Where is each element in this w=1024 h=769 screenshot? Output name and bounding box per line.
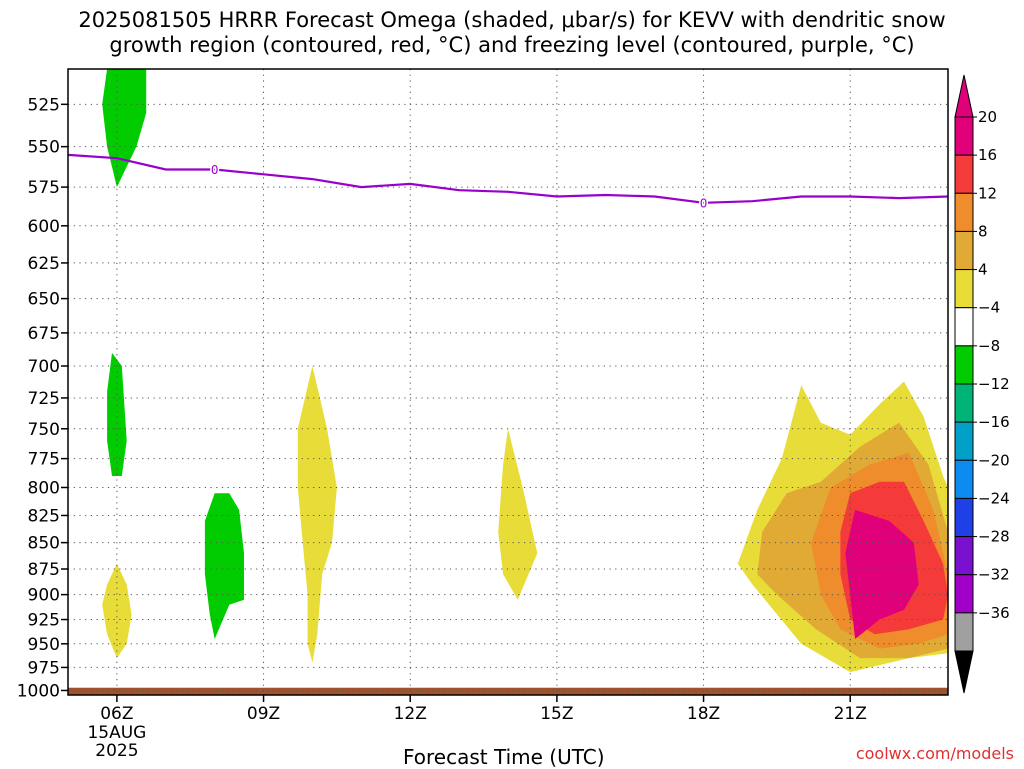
x-tick-label-18Z: 18Z bbox=[687, 704, 720, 724]
grid bbox=[68, 69, 948, 695]
y-tick-label-575: 575 bbox=[28, 178, 60, 198]
colorbar-label-2: 12 bbox=[978, 184, 997, 202]
y-tick-label-800: 800 bbox=[28, 478, 60, 498]
omega-region-green-2 bbox=[204, 493, 244, 639]
omega-region-yellow-5 bbox=[498, 428, 538, 600]
colorbar-label-7: −12 bbox=[978, 375, 1010, 393]
y-tick-label-1000: 1000 bbox=[17, 681, 60, 701]
y-tick-label-550: 550 bbox=[28, 138, 60, 158]
y-tick-label-875: 875 bbox=[28, 560, 60, 580]
colorbar-band-9 bbox=[954, 459, 974, 499]
colorbar-label-13: −36 bbox=[978, 604, 1010, 622]
x-date-label-1: 2025 bbox=[95, 741, 138, 761]
title-line-1: 2025081505 HRRR Forecast Omega (shaded, … bbox=[78, 8, 946, 32]
colorbar-label-8: −16 bbox=[978, 413, 1010, 431]
y-tick-label-775: 775 bbox=[28, 450, 60, 470]
colorbar-band-11 bbox=[954, 536, 974, 576]
y-tick-label-950: 950 bbox=[28, 635, 60, 655]
y-tick-label-975: 975 bbox=[28, 658, 60, 678]
colorbar-band-1 bbox=[954, 154, 974, 194]
y-tick-label-675: 675 bbox=[28, 324, 60, 344]
x-axis-label: Forecast Time (UTC) bbox=[403, 745, 605, 769]
y-axis: 525 550 575 600 625 650 675 700 725 750 775 800 825 8… bbox=[17, 95, 68, 701]
colorbar-label-12: −32 bbox=[978, 566, 1010, 584]
y-tick-label-750: 750 bbox=[28, 420, 60, 440]
y-tick-label-850: 850 bbox=[28, 534, 60, 554]
omega-region-green-0 bbox=[102, 69, 147, 188]
colorbar-tip-top bbox=[954, 74, 974, 118]
y-tick-label-700: 700 bbox=[28, 357, 60, 377]
colorbar-label-4: 4 bbox=[978, 261, 988, 279]
y-tick-label-625: 625 bbox=[28, 254, 60, 274]
colorbar-band-2 bbox=[954, 192, 974, 232]
y-tick-label-925: 925 bbox=[28, 611, 60, 631]
y-tick-label-600: 600 bbox=[28, 217, 60, 237]
colorbar-band-0 bbox=[954, 116, 974, 156]
plot-area: 00 bbox=[67, 68, 949, 696]
x-tick-label-12Z: 12Z bbox=[394, 704, 427, 724]
x-tick-label-15Z: 15Z bbox=[540, 704, 573, 724]
x-date-label-0: 15AUG bbox=[87, 723, 146, 743]
omega-region-yellow-4 bbox=[297, 366, 337, 663]
y-tick-label-900: 900 bbox=[28, 586, 60, 606]
y-tick-label-825: 825 bbox=[28, 506, 60, 526]
colorbar-band-12 bbox=[954, 574, 974, 614]
chart-title: 2025081505 HRRR Forecast Omega (shaded, … bbox=[0, 8, 1024, 58]
colorbar-label-10: −24 bbox=[978, 489, 1010, 507]
colorbar-band-10 bbox=[954, 497, 974, 538]
ground-band bbox=[68, 687, 948, 695]
title-line-2: growth region (contoured, red, °C) and f… bbox=[109, 33, 915, 57]
colorbar-label-1: 16 bbox=[978, 146, 997, 164]
freezing-level-label-18: 0 bbox=[700, 196, 708, 210]
x-tick-label-21Z: 21Z bbox=[834, 704, 867, 724]
colorbar-label-6: −8 bbox=[978, 337, 1000, 355]
colorbar-label-3: 8 bbox=[978, 222, 988, 240]
colorbar-label-0: 20 bbox=[978, 108, 997, 126]
site-credit[interactable]: coolwx.com/models bbox=[855, 744, 1014, 763]
x-tick-label-06Z: 06Z bbox=[100, 704, 133, 724]
colorbar-band-4 bbox=[954, 269, 974, 309]
colorbar: 20 16 12 8 4 −4 −8 −12 −16 −20 −24 −28 −32 −36 bbox=[954, 74, 1010, 694]
omega-region-green-1 bbox=[107, 352, 127, 476]
omega-shading bbox=[68, 69, 948, 695]
y-tick-label-725: 725 bbox=[28, 389, 60, 409]
colorbar-band-6 bbox=[954, 345, 974, 385]
y-tick-label-525: 525 bbox=[28, 95, 60, 115]
y-tick-label-650: 650 bbox=[28, 290, 60, 310]
colorbar-band-13 bbox=[954, 612, 974, 652]
x-tick-label-09Z: 09Z bbox=[247, 704, 280, 724]
colorbar-label-9: −20 bbox=[978, 451, 1010, 469]
colorbar-band-3 bbox=[954, 230, 974, 271]
freezing-level-label-8: 0 bbox=[211, 163, 219, 177]
colorbar-band-7 bbox=[954, 383, 974, 423]
colorbar-label-5: −4 bbox=[978, 299, 1000, 317]
plot-frame bbox=[67, 68, 949, 696]
colorbar-tip-bottom bbox=[954, 650, 974, 694]
colorbar-label-11: −28 bbox=[978, 528, 1010, 546]
colorbar-band-8 bbox=[954, 421, 974, 461]
colorbar-band-5 bbox=[954, 307, 974, 347]
freezing-level-line bbox=[67, 153, 949, 204]
